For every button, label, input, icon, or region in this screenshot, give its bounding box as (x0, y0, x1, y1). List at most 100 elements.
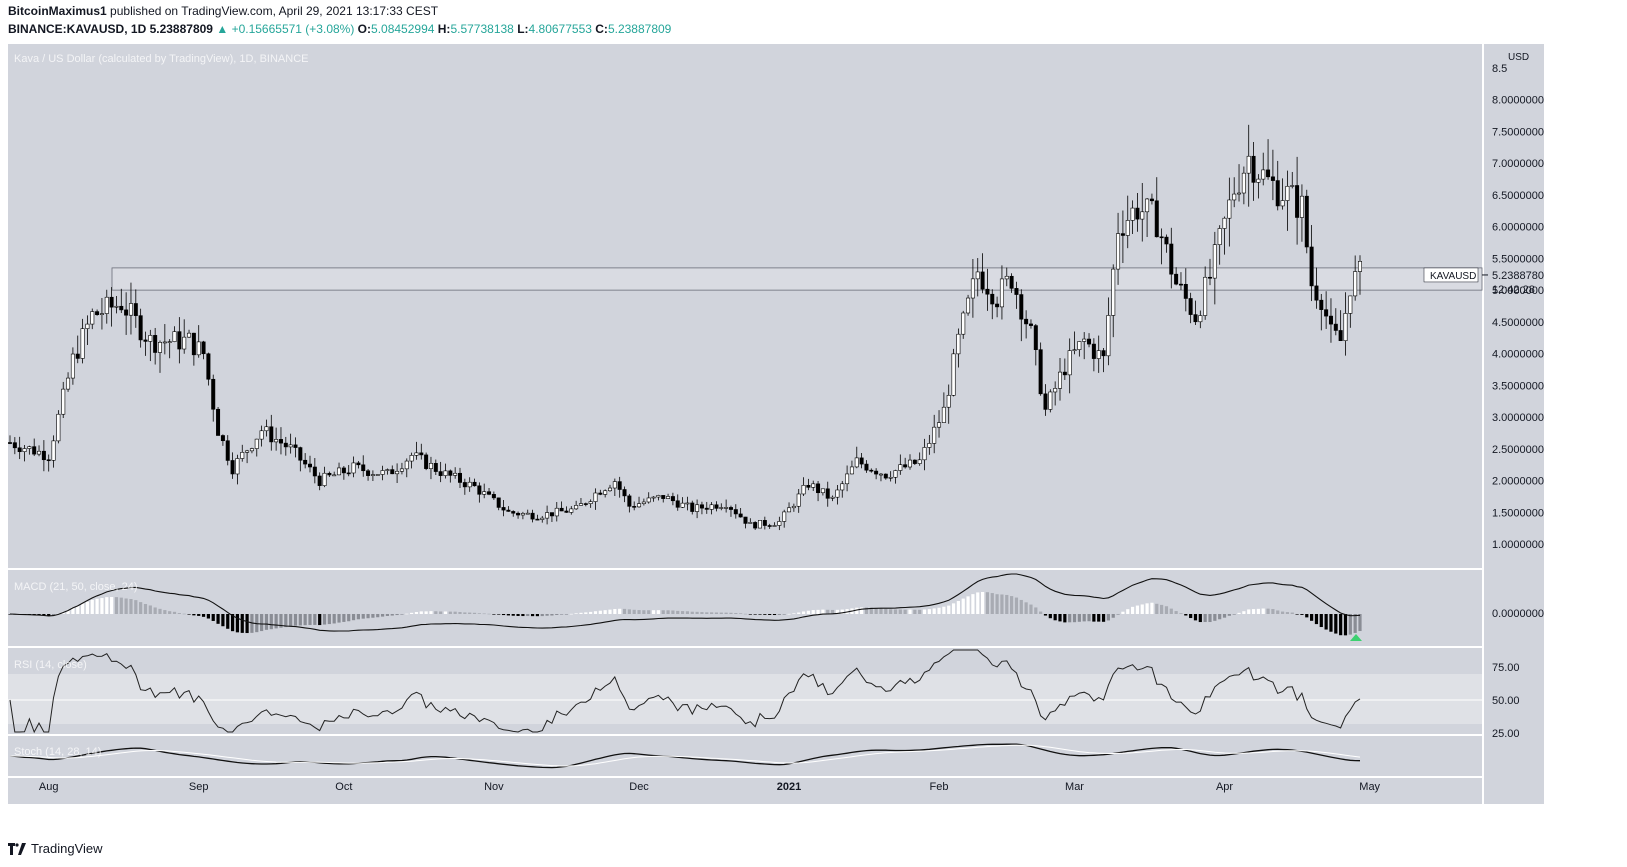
candle-body[interactable] (12, 442, 17, 449)
candle-body[interactable] (941, 406, 946, 423)
tradingview-brand[interactable]: TradingView (8, 841, 103, 856)
candle-body[interactable] (482, 491, 487, 495)
candle-body[interactable] (283, 442, 288, 448)
candle-body[interactable] (356, 462, 361, 466)
candle-body[interactable] (1062, 371, 1067, 376)
candle-body[interactable] (1208, 276, 1213, 279)
candle-body[interactable] (835, 489, 840, 498)
candle-body[interactable] (656, 495, 661, 498)
candle-body[interactable] (1159, 236, 1164, 239)
candle-body[interactable] (627, 495, 632, 507)
candle-body[interactable] (332, 474, 337, 477)
candle-body[interactable] (525, 512, 530, 515)
candle-body[interactable] (506, 509, 511, 512)
candle-body[interactable] (85, 323, 90, 329)
candle-body[interactable] (762, 520, 767, 526)
candle-body[interactable] (1135, 207, 1140, 220)
candle-body[interactable] (1241, 172, 1246, 194)
candle-body[interactable] (612, 481, 617, 489)
candle-body[interactable] (912, 459, 917, 464)
candle-body[interactable] (477, 485, 482, 495)
candle-body[interactable] (1145, 198, 1150, 213)
candle-body[interactable] (999, 278, 1004, 308)
candle-body[interactable] (119, 305, 124, 311)
candle-body[interactable] (680, 502, 685, 508)
candle-body[interactable] (433, 463, 438, 472)
chart-area[interactable]: 8.5 8.00000000 7.50000000 7.00000000 6.50000… (8, 44, 1550, 810)
candle-body[interactable] (346, 472, 351, 475)
candle-body[interactable] (80, 328, 85, 359)
candle-body[interactable] (235, 458, 240, 475)
candle-body[interactable] (1246, 155, 1251, 174)
candle-body[interactable] (341, 467, 346, 474)
candle-body[interactable] (472, 481, 477, 487)
price-panel[interactable] (8, 44, 1482, 568)
candle-body[interactable] (1358, 261, 1363, 272)
candle-body[interactable] (849, 466, 854, 475)
candle-body[interactable] (32, 446, 37, 455)
candle-body[interactable] (1266, 169, 1271, 178)
candle-body[interactable] (893, 470, 898, 478)
candle-body[interactable] (854, 457, 859, 468)
candle-body[interactable] (1072, 349, 1077, 351)
candle-body[interactable] (637, 503, 642, 508)
candle-body[interactable] (1111, 268, 1116, 316)
candle-body[interactable] (22, 448, 27, 453)
candle-body[interactable] (128, 303, 133, 316)
candle-body[interactable] (201, 341, 206, 355)
candle-body[interactable] (937, 422, 942, 428)
candle-body[interactable] (1353, 271, 1358, 297)
candle-body[interactable] (1348, 295, 1353, 314)
candle-body[interactable] (1203, 276, 1208, 316)
candle-body[interactable] (699, 504, 704, 509)
candle-body[interactable] (1232, 193, 1237, 201)
author-name[interactable]: BitcoinMaximus1 (8, 4, 107, 18)
candle-body[interactable] (46, 459, 51, 462)
candle-body[interactable] (845, 473, 850, 485)
candle-body[interactable] (419, 452, 424, 456)
candle-body[interactable] (1033, 325, 1038, 350)
candle-body[interactable] (404, 460, 409, 470)
candle-body[interactable] (37, 450, 42, 455)
candle-body[interactable] (661, 495, 666, 499)
candle-body[interactable] (1154, 200, 1159, 238)
candle-body[interactable] (1304, 195, 1309, 248)
candle-body[interactable] (728, 507, 733, 510)
candle-body[interactable] (961, 312, 966, 335)
candle-body[interactable] (399, 468, 404, 472)
candle-body[interactable] (27, 446, 32, 449)
candle-body[interactable] (240, 452, 245, 459)
candle-body[interactable] (1169, 243, 1174, 275)
candle-body[interactable] (143, 339, 148, 342)
candle-body[interactable] (685, 502, 690, 505)
candle-body[interactable] (540, 517, 545, 520)
candle-body[interactable] (1125, 220, 1130, 236)
candle-body[interactable] (670, 496, 675, 502)
candle-body[interactable] (1077, 341, 1082, 350)
candle-body[interactable] (206, 353, 211, 380)
candle-body[interactable] (487, 491, 492, 495)
candle-body[interactable] (322, 472, 327, 486)
candle-body[interactable] (946, 395, 951, 408)
candle-body[interactable] (1096, 350, 1101, 359)
candle-body[interactable] (1116, 233, 1121, 270)
candle-body[interactable] (177, 331, 182, 350)
candle-body[interactable] (820, 488, 825, 494)
candle-body[interactable] (1024, 318, 1029, 325)
candle-body[interactable] (380, 470, 385, 475)
candle-body[interactable] (1324, 309, 1329, 317)
candle-body[interactable] (196, 341, 201, 356)
candle-body[interactable] (782, 511, 787, 522)
candle-body[interactable] (903, 464, 908, 468)
candle-body[interactable] (511, 511, 516, 514)
candle-body[interactable] (259, 430, 264, 440)
candle-body[interactable] (1183, 283, 1188, 299)
resistance-zone[interactable] (111, 267, 1483, 291)
candles[interactable] (8, 124, 1363, 531)
candle-body[interactable] (1149, 198, 1154, 202)
candle-body[interactable] (811, 483, 816, 488)
candle-body[interactable] (1140, 211, 1145, 220)
candle-body[interactable] (1270, 176, 1275, 181)
candle-body[interactable] (951, 353, 956, 396)
candle-body[interactable] (748, 522, 753, 524)
